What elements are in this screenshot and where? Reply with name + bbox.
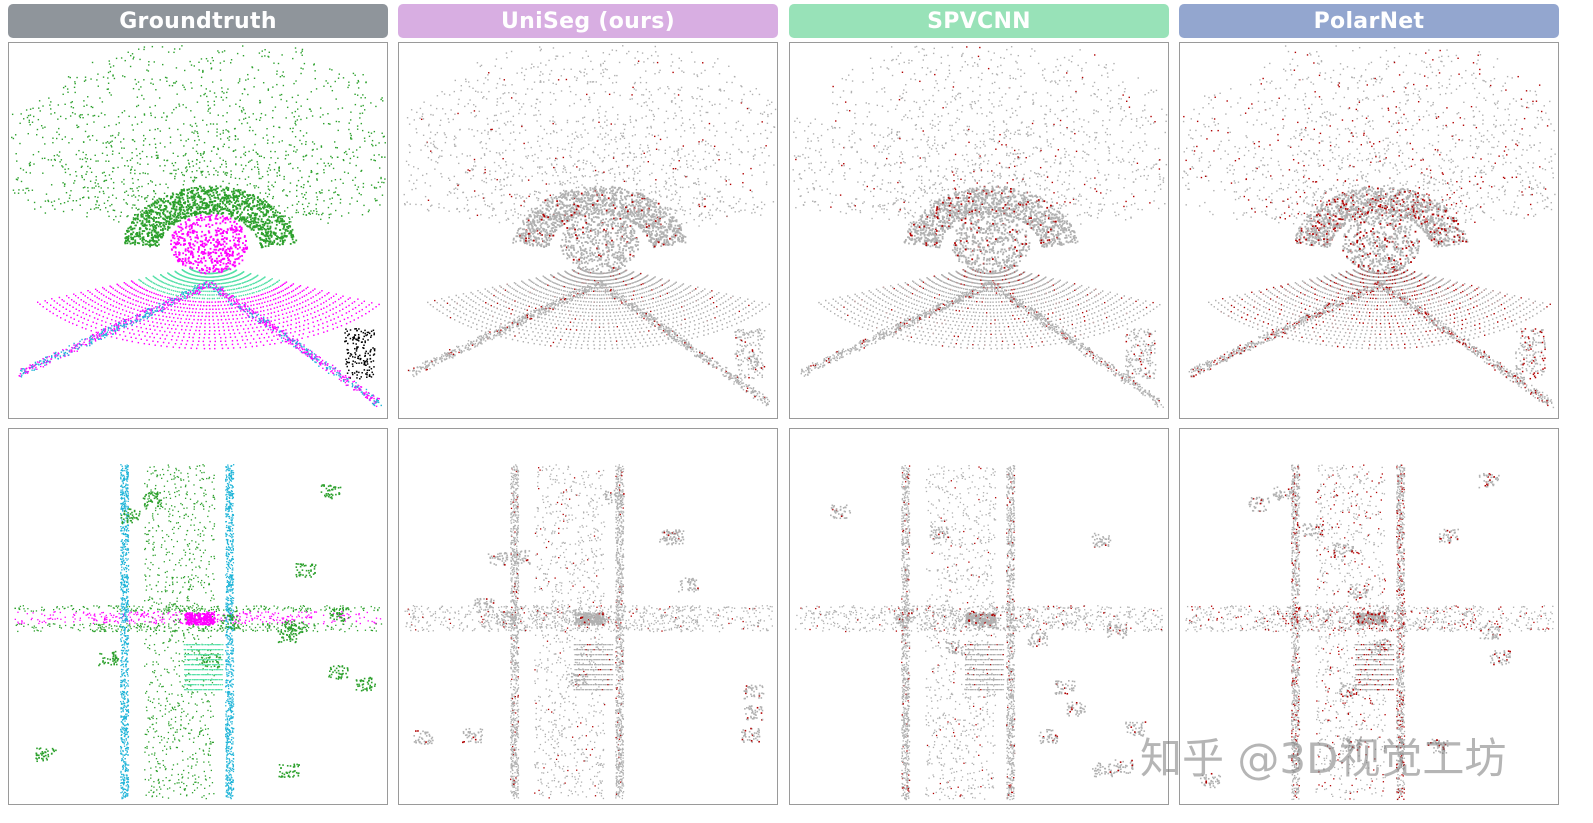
points-group bbox=[11, 45, 386, 408]
pointcloud-scene-2 bbox=[404, 464, 774, 800]
panel-scene-1-groundtruth bbox=[8, 42, 388, 419]
pointcloud-scene-1 bbox=[1182, 45, 1556, 409]
column-header: UniSeg (ours) bbox=[398, 4, 778, 38]
points-group bbox=[14, 464, 383, 800]
watermark-text: 知乎 @3D视觉工坊 bbox=[1140, 725, 1506, 786]
column-header: PolarNet bbox=[1179, 4, 1559, 38]
points-group bbox=[1185, 464, 1554, 801]
pointcloud-scene-1 bbox=[792, 45, 1168, 408]
points-group bbox=[1182, 45, 1556, 409]
points-group bbox=[404, 464, 774, 800]
pointcloud-scene-2 bbox=[795, 465, 1163, 801]
pointcloud-scene-2 bbox=[1185, 464, 1554, 801]
points-group bbox=[792, 45, 1168, 408]
panel-scene-1-spvcnn bbox=[789, 42, 1169, 419]
pointcloud-scene-1 bbox=[403, 45, 777, 407]
column-header: SPVCNN bbox=[789, 4, 1169, 38]
column-header: Groundtruth bbox=[8, 4, 388, 38]
points-group bbox=[403, 45, 777, 407]
pointcloud-scene-1 bbox=[11, 45, 386, 408]
panel-scene-2-groundtruth bbox=[8, 428, 388, 805]
panel-scene-2-polarnet bbox=[1179, 428, 1559, 805]
pointcloud-scene-2 bbox=[14, 464, 383, 800]
points-group bbox=[795, 465, 1163, 801]
panel-scene-1-polarnet bbox=[1179, 42, 1559, 419]
panel-scene-2-uniseg bbox=[398, 428, 778, 805]
panel-scene-1-uniseg bbox=[398, 42, 778, 419]
panel-scene-2-spvcnn bbox=[789, 428, 1169, 805]
